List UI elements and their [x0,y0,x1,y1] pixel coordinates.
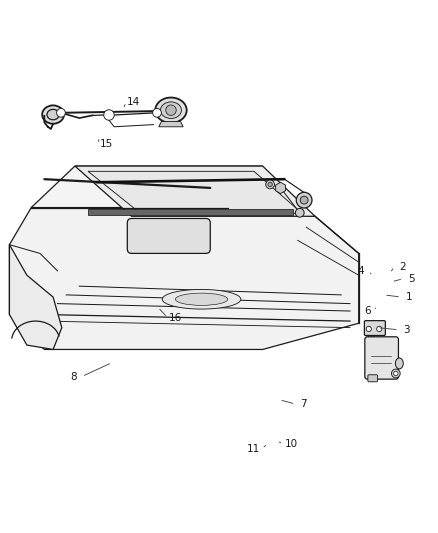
Circle shape [266,180,275,189]
Circle shape [394,372,398,376]
Text: 5: 5 [408,274,414,284]
Polygon shape [75,166,315,216]
Ellipse shape [155,98,187,123]
FancyBboxPatch shape [365,337,399,379]
FancyBboxPatch shape [368,375,378,382]
Circle shape [57,108,65,117]
Polygon shape [10,207,359,350]
FancyBboxPatch shape [364,321,385,335]
Polygon shape [10,245,62,350]
Polygon shape [88,209,293,215]
Text: 2: 2 [399,262,406,271]
Text: 8: 8 [71,372,78,382]
Ellipse shape [160,102,181,118]
Circle shape [166,105,176,116]
FancyBboxPatch shape [127,219,210,253]
Circle shape [392,369,400,378]
Polygon shape [371,334,377,360]
Text: 10: 10 [284,439,297,449]
Ellipse shape [175,293,228,305]
Circle shape [268,182,272,187]
Ellipse shape [162,289,241,309]
Text: 14: 14 [127,97,141,107]
Text: 1: 1 [406,292,412,302]
Circle shape [296,192,312,208]
Polygon shape [159,122,183,127]
Text: 11: 11 [247,443,261,454]
Text: 6: 6 [364,306,371,317]
Polygon shape [88,171,302,213]
Text: 15: 15 [100,139,113,149]
Ellipse shape [47,109,59,120]
Circle shape [377,326,382,332]
Circle shape [300,196,308,204]
Circle shape [104,110,114,120]
Text: 16: 16 [169,312,182,322]
Text: 4: 4 [357,266,364,276]
Ellipse shape [396,358,403,369]
Text: 3: 3 [403,325,410,335]
Text: 7: 7 [300,399,307,409]
Polygon shape [31,166,263,207]
Circle shape [152,108,161,117]
Circle shape [295,208,304,217]
Circle shape [366,326,371,332]
Ellipse shape [42,106,64,124]
